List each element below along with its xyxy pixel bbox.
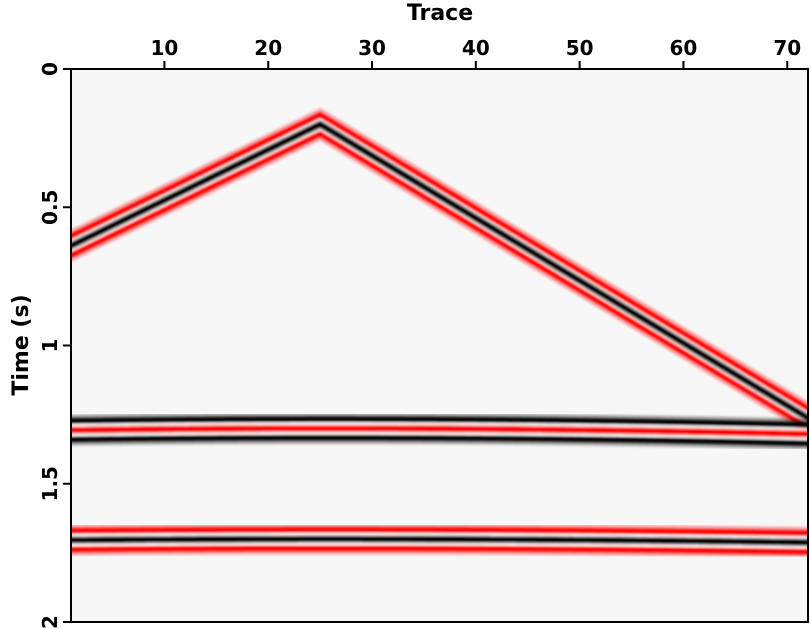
x-tick-label: 60 xyxy=(670,36,698,60)
event-side-lobe xyxy=(71,130,808,431)
y-tick-label: 1.5 xyxy=(38,466,62,501)
y-tick-label: 1 xyxy=(38,339,62,353)
x-axis-title: Trace xyxy=(407,1,473,26)
y-axis-title: Time (s) xyxy=(9,294,34,395)
x-tick-label: 20 xyxy=(254,36,282,60)
x-axis-ticks: 10 20 30 40 50 60 70 xyxy=(151,36,801,69)
event-center-lobe xyxy=(71,424,808,438)
event-separator xyxy=(71,118,808,415)
event-side-lobe xyxy=(71,527,808,536)
seismic-events xyxy=(71,108,808,558)
event-side-lobe xyxy=(71,416,808,428)
event-separator xyxy=(71,542,808,548)
event-hyperbolic-event-2 xyxy=(71,523,808,558)
event-linear-event xyxy=(71,108,808,435)
y-tick-label: 0.5 xyxy=(38,190,62,225)
event-separator xyxy=(71,431,808,440)
event-hyperbolic-event-1 xyxy=(71,413,808,450)
event-separator xyxy=(71,533,808,540)
x-tick-label: 50 xyxy=(566,36,594,60)
x-tick-label: 10 xyxy=(151,36,179,60)
y-axis-ticks: 0 0.5 1 1.5 2 xyxy=(38,62,71,629)
y-tick-label: 0 xyxy=(38,62,62,76)
event-separator xyxy=(71,127,808,424)
event-side-lobe xyxy=(71,435,808,446)
event-center-lobe xyxy=(71,535,808,546)
event-side-lobe xyxy=(71,545,808,555)
event-side-lobe xyxy=(71,112,808,412)
x-tick-label: 30 xyxy=(358,36,386,60)
x-tick-label: 70 xyxy=(773,36,801,60)
y-tick-label: 2 xyxy=(38,615,62,629)
event-separator xyxy=(71,423,808,431)
event-center-lobe xyxy=(71,120,808,423)
x-tick-label: 40 xyxy=(462,36,490,60)
